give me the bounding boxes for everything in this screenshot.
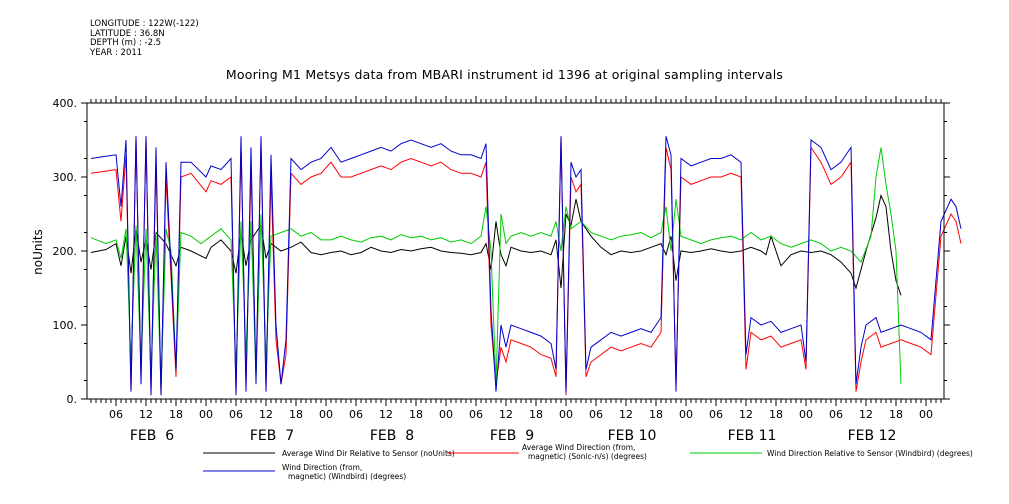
- x-tick-label: 06: [229, 408, 243, 421]
- x-tick-label: 06: [589, 408, 603, 421]
- x-tick-label: 00: [319, 408, 333, 421]
- x-tick-label: 00: [799, 408, 813, 421]
- y-tick-label: 0.: [67, 393, 78, 406]
- x-tick-label: 00: [199, 408, 213, 421]
- y-tick-label: 100.: [53, 319, 78, 332]
- legend-label-3: Wind Direction Relative to Sensor (Windb…: [767, 449, 973, 458]
- axes-layer: 0. 100. 200. 300. 400. 06 12 18 00 06 12 18 00 06 12 18…: [53, 96, 950, 444]
- x-tick-label: 12: [859, 408, 873, 421]
- x-tick-label: 18: [409, 408, 423, 421]
- series-line-1: [90, 193, 902, 296]
- day-label: FEB 10: [608, 428, 657, 444]
- legend-label-4: Wind Direction (from,: [282, 463, 362, 472]
- day-label: FEB 12: [848, 428, 897, 444]
- y-axis-label: noUnits: [31, 229, 45, 275]
- depth-text: DEPTH (m) : -2.5: [90, 38, 162, 48]
- plot-frame: [86, 102, 945, 400]
- day-label: FEB 7: [250, 428, 294, 444]
- x-tick-label: 06: [349, 408, 363, 421]
- x-tick-label: 00: [919, 408, 933, 421]
- y-tick-label: 200.: [53, 245, 78, 258]
- legend-label-1: Average Wind Dir Relative to Sensor (noU…: [282, 449, 455, 458]
- chart-title: Mooring M1 Metsys data from MBARI instru…: [225, 67, 784, 82]
- day-label: FEB 9: [490, 428, 534, 444]
- x-tick-label: 18: [169, 408, 183, 421]
- x-tick-label: 12: [739, 408, 753, 421]
- x-tick-label: 12: [379, 408, 393, 421]
- series-line-3: [90, 147, 902, 388]
- x-tick-label: 12: [139, 408, 153, 421]
- x-tick-label: 00: [439, 408, 453, 421]
- y-tick-label: 400.: [53, 97, 78, 110]
- series-line-4: [90, 136, 962, 396]
- x-tick-label: 06: [469, 408, 483, 421]
- x-tick-label: 06: [709, 408, 723, 421]
- series-layer: [90, 136, 962, 396]
- series-line-2: [90, 136, 962, 396]
- x-tick-label: 00: [559, 408, 573, 421]
- longitude-text: LONGITUDE : 122W(-122): [90, 19, 199, 29]
- legend-label-2: Average Wind Direction (from,: [522, 443, 635, 452]
- x-tick-label: 00: [679, 408, 693, 421]
- day-label: FEB 6: [130, 428, 174, 444]
- x-tick-label: 12: [259, 408, 273, 421]
- x-tick-label: 18: [889, 408, 903, 421]
- x-tick-label: 12: [619, 408, 633, 421]
- x-tick-label: 18: [769, 408, 783, 421]
- x-tick-label: 06: [109, 408, 123, 421]
- year-text: YEAR : 2011: [90, 47, 143, 58]
- legend-label-2-line2: magnetic) (Sonic-n/s) (degrees): [528, 452, 647, 461]
- y-tick-label: 300.: [53, 171, 78, 184]
- x-tick-label: 06: [829, 408, 843, 421]
- x-tick-label: 18: [529, 408, 543, 421]
- day-label: FEB 8: [370, 428, 414, 444]
- x-tick-label: 18: [649, 408, 663, 421]
- legend: Average Wind Dir Relative to Sensor (noU…: [203, 443, 973, 481]
- x-tick-label: 18: [289, 408, 303, 421]
- legend-label-4-line2: magnetic) (Windbird) (degrees): [288, 472, 406, 481]
- metadata-block: LONGITUDE : 122W(-122) LATITUDE : 36.8N …: [90, 19, 199, 58]
- day-label: FEB 11: [728, 428, 777, 444]
- latitude-text: LATITUDE : 36.8N: [90, 28, 165, 39]
- x-tick-label: 12: [499, 408, 513, 421]
